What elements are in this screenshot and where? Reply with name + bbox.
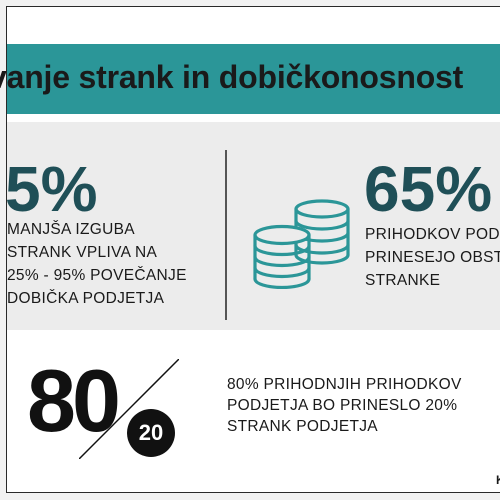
corner-logo-letter: K: [496, 473, 500, 487]
stat-65-description: PRIHODKOV POD PRINESEJO OBSTO STRANKE: [365, 223, 500, 292]
stats-panel: 5% MANJŠA IZGUBA STRANK VPLIVA NA 25% - …: [5, 122, 500, 330]
stat-80-line: PODJETJA BO PRINESLO 20%: [227, 397, 458, 414]
stat-5-line: MANJŠA IZGUBA: [7, 221, 135, 238]
stat-5-description: MANJŠA IZGUBA STRANK VPLIVA NA 25% - 95%…: [7, 218, 187, 310]
vertical-divider: [225, 150, 227, 320]
slash-line: [79, 359, 179, 459]
stat-65-line: PRIHODKOV POD: [365, 226, 500, 243]
coins-icon: [253, 199, 350, 289]
page-title: vanje strank in dobičkonosnost: [0, 59, 464, 95]
stat-65-percent: 65%: [364, 153, 493, 225]
stat-80-description: 80% PRIHODNJIH PRIHODKOV PODJETJA BO PRI…: [227, 374, 462, 437]
stat-80: 80: [27, 351, 121, 450]
title-banner: vanje strank in dobičkonosnost: [0, 44, 500, 114]
stat-80-line: STRANK PODJETJA: [227, 418, 378, 435]
stat-80-line: 80% PRIHODNJIH PRIHODKOV: [227, 376, 462, 393]
stat-65-line: STRANKE: [365, 272, 441, 289]
stat-5-line: 25% - 95% POVEČANJE: [7, 267, 187, 284]
stat-5-line: DOBIČKA PODJETJA: [7, 290, 165, 307]
stat-65-line: PRINESEJO OBSTO: [365, 249, 500, 266]
stat-5-line: STRANK VPLIVA NA: [7, 244, 158, 261]
stat-20-badge: 20: [127, 409, 175, 457]
infographic-frame: vanje strank in dobičkonosnost 5% MANJŠA…: [0, 6, 500, 493]
stat-5-percent: 5%: [5, 153, 98, 225]
